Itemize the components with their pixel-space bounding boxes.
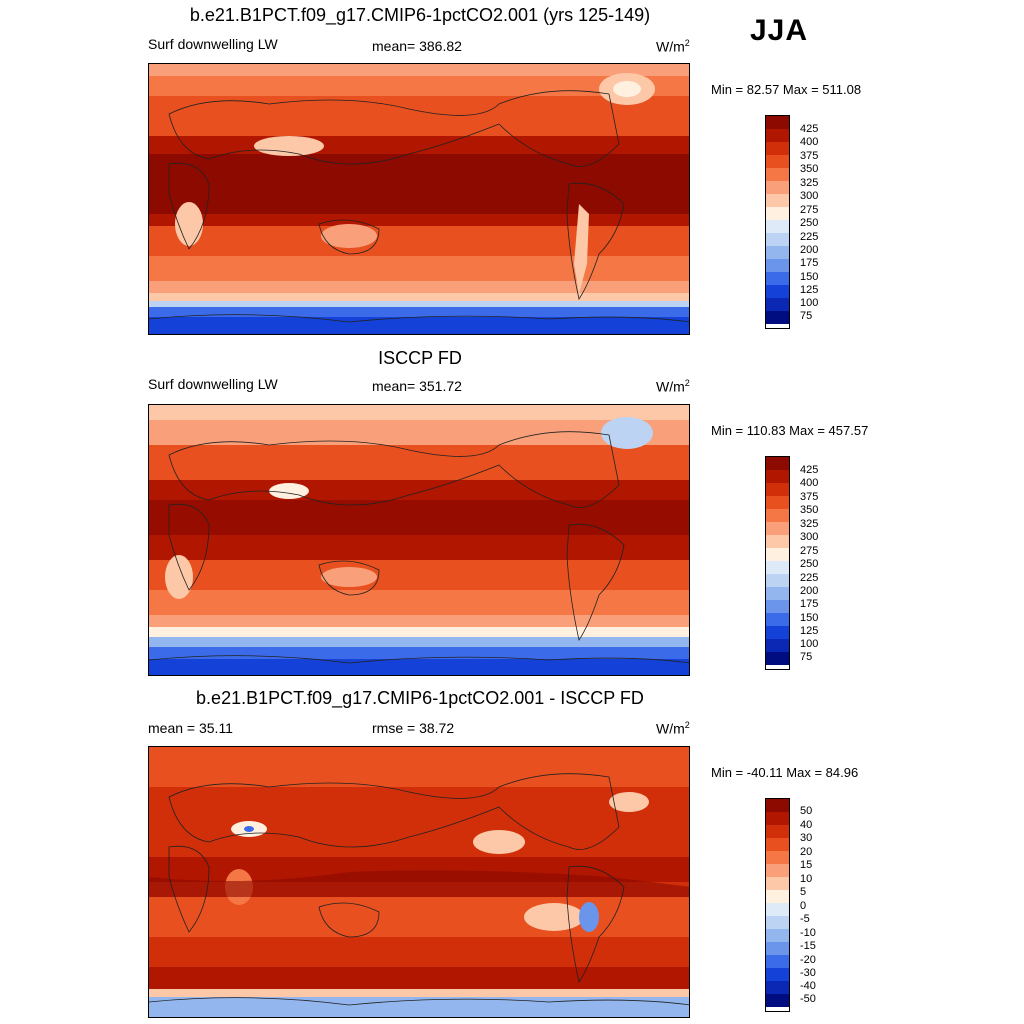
cbar1-tick: 300 [800, 190, 819, 202]
panel3-units: W/m2 [656, 720, 690, 737]
cbar3-tick: 40 [800, 819, 813, 831]
panel1-colorbar [765, 115, 790, 329]
cbar3-tick: 30 [800, 832, 813, 844]
panel3-mean: mean = 35.11 [148, 720, 233, 736]
cbar2-tick: 100 [800, 638, 819, 650]
cbar3-tick: -15 [800, 940, 816, 952]
cbar2-tick: 150 [800, 612, 819, 624]
cbar1-tick: 75 [800, 310, 813, 322]
cbar3-tick: 5 [800, 886, 807, 898]
cbar3-tick: -50 [800, 993, 816, 1005]
panel1-title: b.e21.B1PCT.f09_g17.CMIP6-1pctCO2.001 (y… [189, 5, 651, 25]
cbar2-tick: 350 [800, 504, 819, 516]
panel1-units: W/m2 [656, 38, 690, 55]
cbar2-tick: 250 [800, 558, 819, 570]
season-label: JJA [750, 14, 809, 47]
cbar3-tick: 20 [800, 846, 813, 858]
cbar2-tick: 175 [800, 598, 819, 610]
panel1-map [148, 63, 690, 335]
cbar3-tick: 10 [800, 873, 813, 885]
cbar3-tick: 15 [800, 859, 813, 871]
panel2-colorbar [765, 456, 790, 670]
cbar1-tick: 100 [800, 297, 819, 309]
panel3-title: b.e21.B1PCT.f09_g17.CMIP6-1pctCO2.001 - … [196, 688, 644, 708]
cbar1-tick: 225 [800, 231, 819, 243]
panel3-minmax: Min = -40.11 Max = 84.96 [711, 765, 859, 780]
cbar1-tick: 375 [800, 150, 819, 162]
cbar3-tick: -20 [800, 954, 816, 966]
panel2-title: ISCCP FD [378, 348, 462, 368]
panel2-units: W/m2 [656, 378, 690, 395]
cbar3-tick: -40 [800, 980, 816, 992]
cbar1-tick: 175 [800, 257, 819, 269]
cbar3-tick: 50 [800, 805, 813, 817]
cbar2-tick: 325 [800, 518, 819, 530]
panel3-rmse: rmse = 38.72 [372, 720, 455, 736]
panel1-minmax: Min = 82.57 Max = 511.08 [711, 82, 862, 97]
panel3-colorbar [765, 798, 790, 1012]
cbar3-tick: 0 [800, 900, 807, 912]
cbar3-tick: -10 [800, 927, 816, 939]
cbar2-tick: 75 [800, 651, 813, 663]
cbar2-tick: 200 [800, 585, 819, 597]
cbar1-tick: 200 [800, 244, 819, 256]
cbar2-tick: 125 [800, 625, 819, 637]
cbar2-tick: 400 [800, 477, 819, 489]
panel2-minmax: Min = 110.83 Max = 457.57 [711, 423, 869, 438]
cbar3-tick: -5 [800, 913, 810, 925]
cbar1-tick: 150 [800, 271, 819, 283]
cbar1-tick: 125 [800, 284, 819, 296]
cbar3-tick: -30 [800, 967, 816, 979]
cbar1-tick: 325 [800, 177, 819, 189]
cbar1-tick: 275 [800, 204, 819, 216]
cbar1-tick: 400 [800, 136, 819, 148]
panel1-variable: Surf downwelling LW [148, 36, 278, 52]
cbar1-tick: 350 [800, 163, 819, 175]
panel1-mean: mean= 386.82 [372, 38, 462, 54]
cbar2-tick: 300 [800, 531, 819, 543]
cbar2-tick: 425 [800, 464, 819, 476]
panel3-map [148, 746, 690, 1018]
cbar2-tick: 375 [800, 491, 819, 503]
panel2-variable: Surf downwelling LW [148, 376, 278, 392]
cbar1-tick: 250 [800, 217, 819, 229]
cbar1-tick: 425 [800, 123, 819, 135]
cbar2-tick: 225 [800, 572, 819, 584]
panel2-map [148, 404, 690, 676]
cbar2-tick: 275 [800, 545, 819, 557]
panel2-mean: mean= 351.72 [372, 378, 462, 394]
